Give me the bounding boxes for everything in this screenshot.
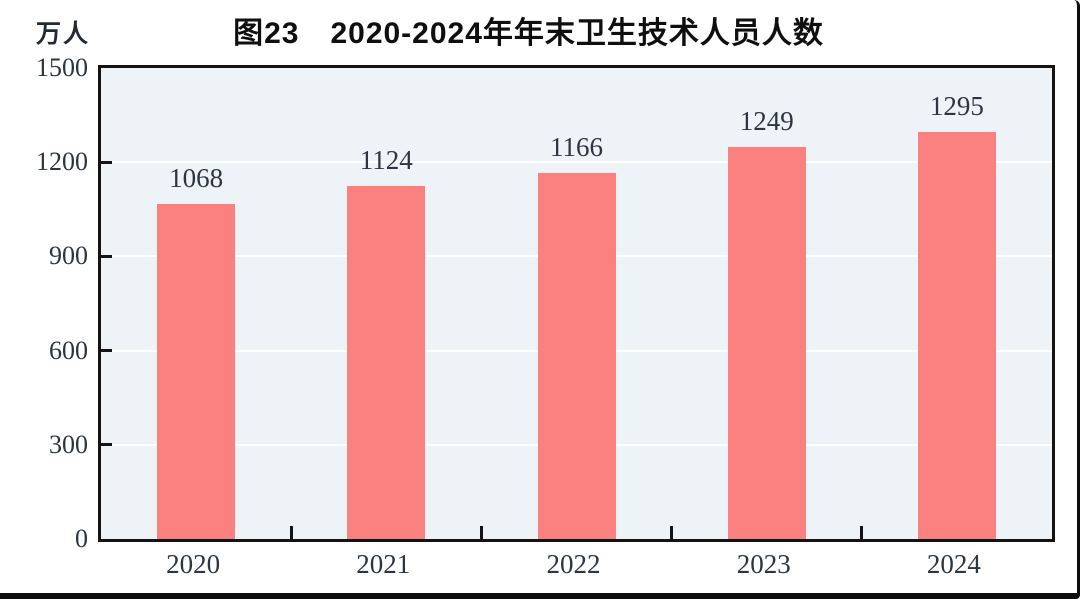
bar-2022 (537, 172, 616, 539)
bar-value-2023: 1249 (739, 105, 794, 136)
y-tick-1200 (101, 160, 112, 164)
y-tick-300 (101, 443, 112, 447)
bar-value-2024: 1295 (929, 91, 984, 122)
x-tick-boundary-2 (479, 526, 483, 539)
gridline-1200 (101, 161, 1052, 164)
bar-value-2021: 1124 (359, 145, 413, 176)
y-axis-label-600: 600 (49, 335, 88, 365)
x-axis-label-2023: 2023 (736, 549, 791, 579)
y-axis-label-900: 900 (49, 241, 88, 271)
y-axis-label-0: 0 (75, 524, 88, 553)
y-axis-unit-label: 万人 (36, 21, 91, 48)
y-tick-600 (101, 349, 112, 353)
x-tick-boundary-1 (289, 526, 293, 539)
bar-2020 (157, 203, 236, 539)
bar-2023 (727, 146, 806, 539)
x-axis-label-2024: 2024 (926, 549, 981, 579)
y-tick-900 (101, 254, 112, 258)
plot-area: 1068 1124 1166 1249 1295 (98, 65, 1055, 542)
x-tick-boundary-3 (670, 526, 674, 539)
x-tick-boundary-4 (860, 526, 864, 539)
y-axis-label-1200: 1200 (36, 147, 88, 177)
x-axis-label-2021: 2021 (356, 549, 411, 579)
x-axis-label-2020: 2020 (166, 549, 221, 579)
bar-2024 (917, 132, 996, 539)
chart-title: 图23 2020-2024年年末卫生技术人员人数 (233, 17, 824, 50)
bar-value-2020: 1068 (169, 162, 224, 193)
bar-2021 (347, 186, 426, 539)
y-axis-label-300: 300 (49, 429, 88, 459)
bar-value-2022: 1166 (550, 131, 603, 162)
x-axis-label-2022: 2022 (546, 549, 601, 579)
y-axis-label-1500: 1500 (36, 53, 88, 82)
